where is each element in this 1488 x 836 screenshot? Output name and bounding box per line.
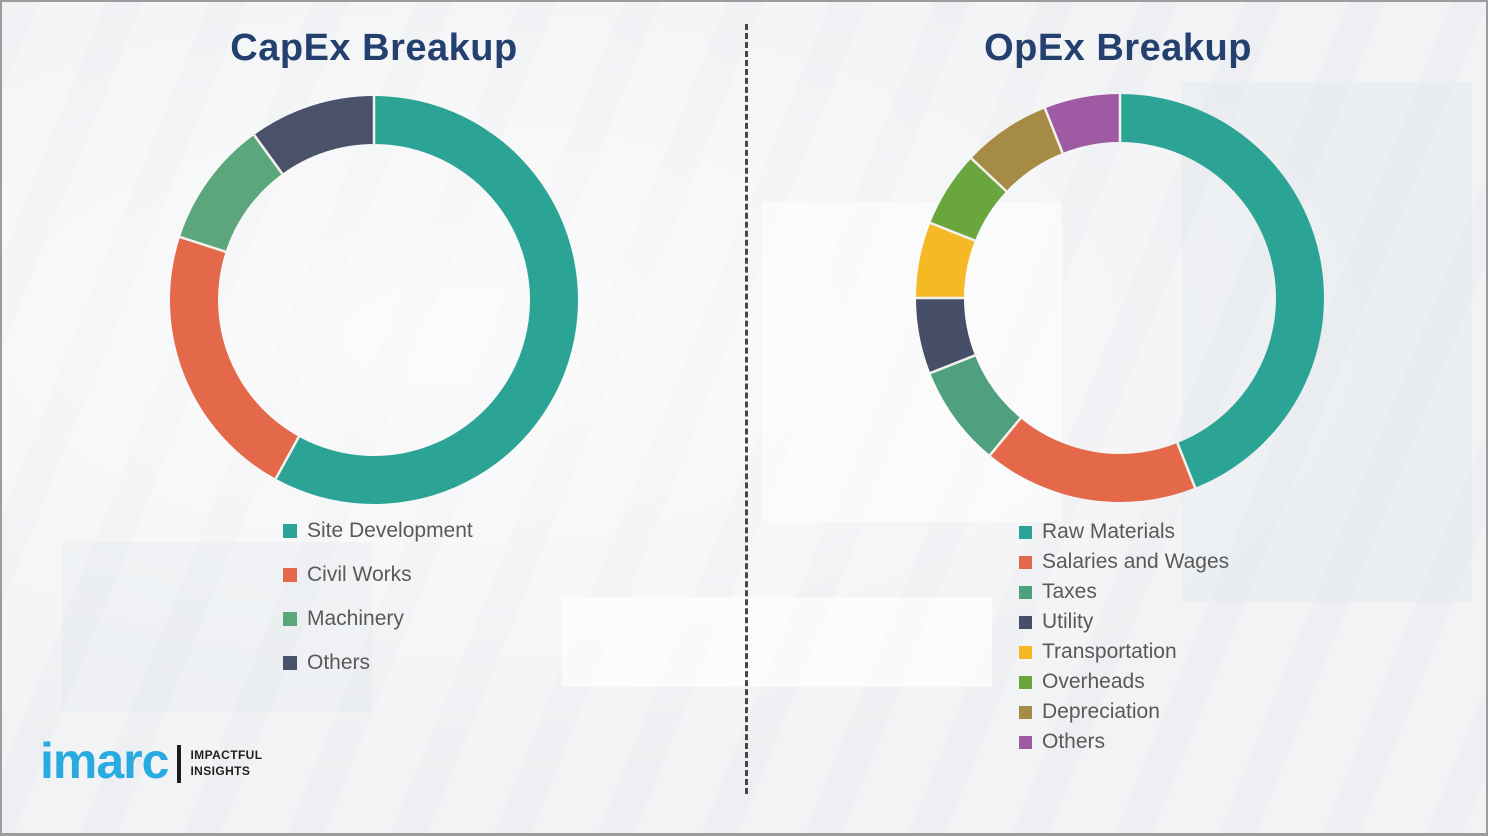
imarc-wordmark: imarc [40, 732, 169, 789]
opex-segment-taxes [930, 355, 1021, 456]
capex-legend-swatch-site-development [283, 524, 297, 538]
legend-label: Raw Materials [1042, 520, 1176, 543]
capex-legend-swatch-machinery [283, 612, 297, 626]
capex-legend-item-machinery: Machinery [283, 597, 473, 641]
logo-divider-bar [177, 745, 182, 783]
opex-legend-swatch-overheads [1019, 675, 1032, 689]
opex-segment-transportation [916, 222, 975, 298]
opex-legend-item-salaries-and-wages: Salaries and Wages [1019, 547, 1229, 577]
opex-legend-swatch-transportation [1019, 645, 1032, 659]
capex-title: CapEx Breakup [230, 27, 518, 69]
logo-tagline-line2: INSIGHTS [190, 764, 251, 778]
capex-segment-site-development [275, 96, 578, 504]
opex-panel: OpEx Breakup [746, 2, 1486, 833]
opex-segment-overheads [930, 158, 1007, 241]
opex-title: OpEx Breakup [984, 27, 1252, 69]
opex-legend-item-depreciation: Depreciation [1019, 697, 1229, 727]
capex-legend-item-site-development: Site Development [283, 509, 473, 553]
opex-segment-gap [1043, 106, 1065, 155]
logo-tagline-line1: IMPACTFUL [190, 748, 263, 763]
legend-label: Others [307, 651, 371, 674]
legend-label: Site Development [307, 519, 473, 542]
capex-legend-swatch-civil-works [283, 568, 297, 582]
opex-segment-depreciation [971, 108, 1063, 192]
capex-segment-gap [274, 435, 301, 481]
capex-segment-gap [252, 133, 284, 176]
legend-label: Taxes [1042, 580, 1097, 603]
opex-segment-gap [928, 221, 977, 243]
opex-donut-chart [912, 90, 1328, 506]
legend-label: Overheads [1042, 670, 1145, 693]
opex-segment-gap [969, 156, 1008, 193]
legend-label: Others [1042, 730, 1106, 753]
capex-legend-item-civil-works: Civil Works [283, 553, 473, 597]
opex-segment-others [1044, 94, 1120, 153]
dashed-divider [745, 24, 748, 794]
capex-segment-machinery [179, 134, 283, 252]
opex-legend-item-transportation: Transportation [1019, 637, 1229, 667]
capex-segment-civil-works [170, 236, 299, 479]
capex-legend-item-others: Others [283, 641, 473, 685]
legend-label: Salaries and Wages [1042, 550, 1230, 573]
opex-legend: Raw Materials Salaries and Wages Taxes Util… [1019, 517, 1229, 757]
opex-legend-swatch-raw-materials [1019, 525, 1032, 539]
legend-label: Transportation [1042, 640, 1177, 663]
opex-legend-swatch-utility [1019, 615, 1032, 629]
opex-segment-gap [1175, 441, 1197, 490]
opex-legend-item-utility: Utility [1019, 607, 1229, 637]
opex-legend-item-raw-materials: Raw Materials [1019, 517, 1229, 547]
opex-segment-salaries-and-wages [989, 418, 1196, 503]
opex-legend-item-overheads: Overheads [1019, 667, 1229, 697]
capex-donut-chart [166, 92, 582, 508]
opex-legend-item-taxes: Taxes [1019, 577, 1229, 607]
imarc-logo: imarc IMPACTFUL INSIGHTS [40, 732, 262, 789]
capex-legend: Site Development Civil Works Machinery Othe… [283, 509, 473, 685]
legend-label: Machinery [307, 607, 404, 630]
opex-segment-gap [988, 416, 1023, 457]
legend-label: Civil Works [307, 563, 412, 586]
capex-legend-swatch-others [283, 656, 297, 670]
opex-segment-raw-materials [1120, 94, 1324, 488]
opex-legend-swatch-depreciation [1019, 705, 1032, 719]
opex-legend-swatch-others [1019, 735, 1032, 749]
opex-legend-swatch-taxes [1019, 585, 1032, 599]
capex-segment-others [254, 96, 374, 174]
opex-legend-swatch-salaries-and-wages [1019, 555, 1032, 569]
capex-segment-gap [178, 235, 227, 254]
opex-segment-utility [916, 298, 975, 374]
legend-label: Utility [1042, 610, 1094, 633]
logo-tagline: IMPACTFUL INSIGHTS [190, 748, 262, 779]
opex-legend-item-others: Others [1019, 727, 1229, 757]
capex-panel: CapEx Breakup [2, 2, 746, 833]
opex-segment-gap [928, 353, 977, 375]
legend-label: Depreciation [1042, 700, 1160, 723]
